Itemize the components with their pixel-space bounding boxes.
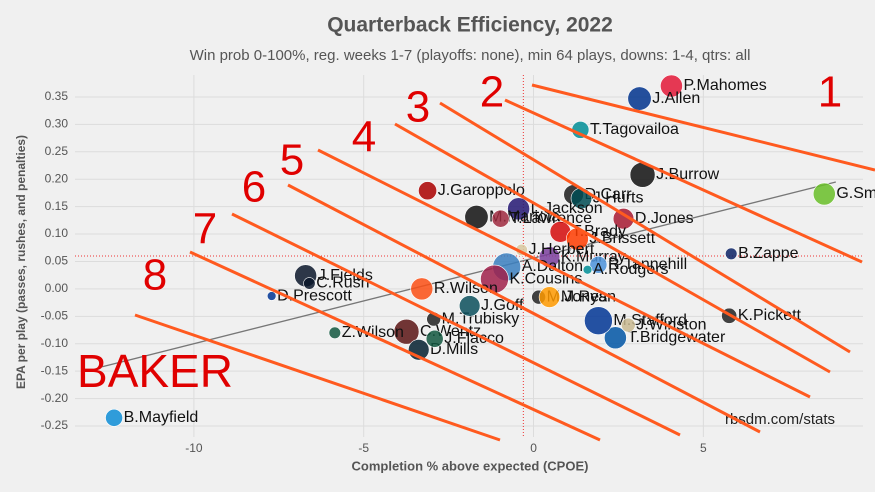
- tier-line: [531, 83, 875, 172]
- point-label: D.Mills: [430, 341, 478, 358]
- point-label: T.Lawrence: [510, 210, 592, 227]
- tier-number: 6: [242, 163, 266, 212]
- chart-subtitle: Win prob 0-100%, reg. weeks 1-7 (playoff…: [190, 47, 751, 64]
- point: [660, 74, 683, 98]
- tier-line: [439, 101, 851, 354]
- y-tick-label: 0.20: [45, 171, 69, 185]
- point-label: B.Zappe: [738, 245, 799, 262]
- tier-line: [394, 122, 831, 374]
- source: rbsdm.com/stats: [725, 411, 835, 428]
- point: [105, 408, 123, 427]
- point-label: M.Trubisky: [442, 310, 520, 327]
- tier-lines: [134, 83, 875, 442]
- point: [620, 317, 636, 333]
- point-label: J.Herbert: [529, 241, 595, 258]
- point: [425, 329, 444, 348]
- point-label: R.Wilson: [434, 280, 498, 297]
- tier-number: 5: [280, 136, 304, 185]
- y-tick-label: -0.25: [41, 418, 69, 432]
- point-label: J.Burrow: [656, 166, 720, 183]
- point: [328, 326, 341, 339]
- tier-number: 4: [352, 113, 376, 162]
- point-label: J.Flacco: [444, 330, 504, 347]
- x-tick-label: 0: [530, 441, 537, 455]
- x-tick-label: -10: [185, 441, 203, 455]
- y-axis-label: EPA per play (passes, rushes, and penalt…: [14, 135, 28, 389]
- point: [418, 181, 437, 201]
- y-tick-label: -0.05: [41, 309, 69, 323]
- y-tick-label: -0.20: [41, 391, 69, 405]
- point-label: K.Murray: [561, 248, 626, 265]
- point-label: D.Jones: [635, 210, 694, 227]
- tier-line: [504, 98, 863, 264]
- tier-number: 1: [818, 68, 842, 117]
- x-tick-label: 5: [700, 441, 707, 455]
- y-tick-label: 0.35: [45, 89, 69, 103]
- point: [582, 264, 593, 275]
- point: [584, 306, 613, 336]
- point: [393, 318, 420, 345]
- point-label: B.Mayfield: [124, 409, 199, 426]
- point: [604, 326, 627, 350]
- point: [627, 86, 652, 111]
- point: [410, 277, 434, 301]
- trend-line: [102, 181, 836, 368]
- point-label: A.Rodgers: [593, 261, 669, 278]
- tier-number: 7: [193, 205, 217, 254]
- point: [612, 208, 635, 230]
- tier-line: [317, 148, 811, 399]
- point: [812, 182, 836, 206]
- y-tick-label: 0.15: [45, 199, 69, 213]
- y-tick-label: -0.10: [41, 336, 69, 350]
- y-tick-label: 0.05: [45, 254, 69, 268]
- point-label: C.Rush: [316, 275, 369, 292]
- tier-line: [231, 212, 681, 437]
- grid: -0.25 -0.20 -0.15 -0.10 -0.05 0.00 0.05 0.10 0.1…: [41, 75, 863, 455]
- point-label: J.Fields: [318, 267, 373, 284]
- point: [589, 255, 608, 274]
- point: [303, 277, 316, 290]
- x-tick-label: -5: [358, 441, 369, 455]
- tier-number: 2: [480, 68, 504, 117]
- point-label: J.Winston: [636, 316, 706, 333]
- chart-title: Quarterback Efficiency, 2022: [327, 14, 613, 37]
- reference-lines: [75, 75, 863, 437]
- tier-line: [189, 250, 601, 442]
- tier-number: 3: [406, 83, 430, 132]
- tier-line: [134, 313, 501, 442]
- point: [458, 295, 481, 317]
- point-label: J.Brissett: [589, 230, 655, 247]
- points: P.MahomesJ.AllenT.TagovailoaJ.BurrowD.Ca…: [105, 74, 875, 427]
- point: [507, 197, 530, 221]
- y-tick-label: 0.25: [45, 144, 69, 158]
- point: [266, 291, 277, 301]
- point-label: G.Smith: [836, 185, 875, 202]
- y-tick-label: 0.30: [45, 117, 69, 131]
- point-label: P.Mahomes: [684, 77, 767, 94]
- point-label: M.Jones: [547, 288, 607, 305]
- point: [538, 286, 561, 308]
- point-label: T.Tagovailoa: [590, 121, 679, 138]
- y-tick-label: 0.10: [45, 226, 69, 240]
- y-tick-label: 0.00: [45, 281, 69, 295]
- point-label: J.Allen: [652, 90, 700, 107]
- x-axis-label: Completion % above expected (CPOE): [352, 458, 589, 473]
- y-tick-label: -0.15: [41, 363, 69, 377]
- tier-number: 8: [143, 251, 167, 300]
- point: [725, 247, 738, 260]
- point: [491, 209, 510, 228]
- tier-number: BAKER: [77, 345, 233, 397]
- tier-line: [287, 183, 761, 434]
- point-label: R.Tannehill: [608, 256, 687, 273]
